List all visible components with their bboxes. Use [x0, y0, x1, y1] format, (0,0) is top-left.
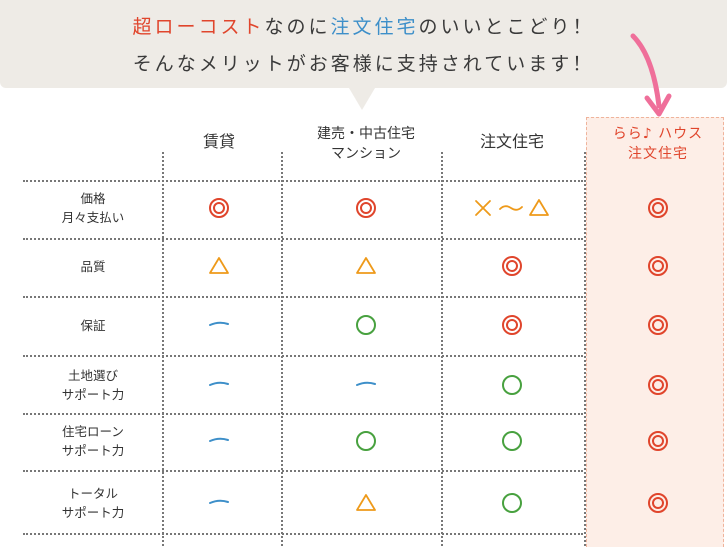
- headline-part: 超ローコスト: [132, 16, 265, 38]
- double-circle-icon: [643, 310, 673, 340]
- headline-part: のいいとこどり！: [418, 16, 595, 38]
- column-header: 建売・中古住宅 マンション: [317, 126, 415, 162]
- column-header: らら♪ ハウス 注文住宅: [612, 126, 704, 162]
- double-circle-icon: [643, 251, 673, 281]
- row-label: 土地選び サポート力: [61, 368, 125, 402]
- circle-icon: [497, 488, 527, 518]
- table-row-divider: [23, 180, 583, 182]
- dash-icon: [351, 370, 381, 400]
- dash-icon: [204, 426, 234, 456]
- circle-icon: [351, 426, 381, 456]
- double-circle-icon: [643, 193, 673, 223]
- table-row-divider: [23, 355, 583, 357]
- double-circle-icon: [351, 193, 381, 223]
- headline-part: なのに: [264, 16, 331, 38]
- column-header: 賃貸: [202, 132, 235, 151]
- circle-icon: [497, 370, 527, 400]
- table-row-divider: [23, 470, 583, 472]
- double-circle-icon: [643, 370, 673, 400]
- curved-arrow-icon: [630, 33, 672, 117]
- triangle-icon: [351, 251, 381, 281]
- double-circle-icon: [643, 488, 673, 518]
- table-column-divider: [441, 152, 443, 546]
- table-column-divider: [584, 152, 586, 546]
- row-label: トータル サポート力: [61, 486, 125, 520]
- triangle-icon: [351, 488, 381, 518]
- column-header: 注文住宅: [479, 132, 544, 151]
- headline-line-2: そんなメリットがお客様に支持されています！: [132, 53, 595, 75]
- speech-bubble-tail: [349, 88, 375, 110]
- row-label: 価格 月々支払い: [61, 191, 125, 225]
- table-column-divider: [281, 152, 283, 546]
- dash-icon: [204, 488, 234, 518]
- speech-bubble: 超ローコストなのに注文住宅のいいとこどり！ そんなメリットがお客様に支持されてい…: [0, 0, 727, 88]
- headline-line-1: 超ローコストなのに注文住宅のいいとこどり！: [0, 12, 727, 39]
- circle-icon: [497, 426, 527, 456]
- table-row-divider: [23, 533, 583, 535]
- double-circle-icon: [643, 426, 673, 456]
- headline-part: 注文住宅: [330, 16, 419, 38]
- double-circle-icon: [497, 310, 527, 340]
- table-row-divider: [23, 238, 583, 240]
- row-label: 保証: [80, 317, 106, 333]
- table-row-divider: [23, 296, 583, 298]
- dash-icon: [204, 370, 234, 400]
- table-column-divider: [162, 152, 164, 546]
- highlight-column: [586, 117, 724, 547]
- table-row-divider: [23, 413, 583, 415]
- double-circle-icon: [497, 251, 527, 281]
- row-label: 住宅ローン サポート力: [61, 424, 125, 458]
- triangle-icon: [204, 251, 234, 281]
- double-circle-icon: [204, 193, 234, 223]
- cross-to-triangle-icon: [472, 193, 552, 223]
- circle-icon: [351, 310, 381, 340]
- dash-icon: [204, 310, 234, 340]
- row-label: 品質: [80, 258, 106, 274]
